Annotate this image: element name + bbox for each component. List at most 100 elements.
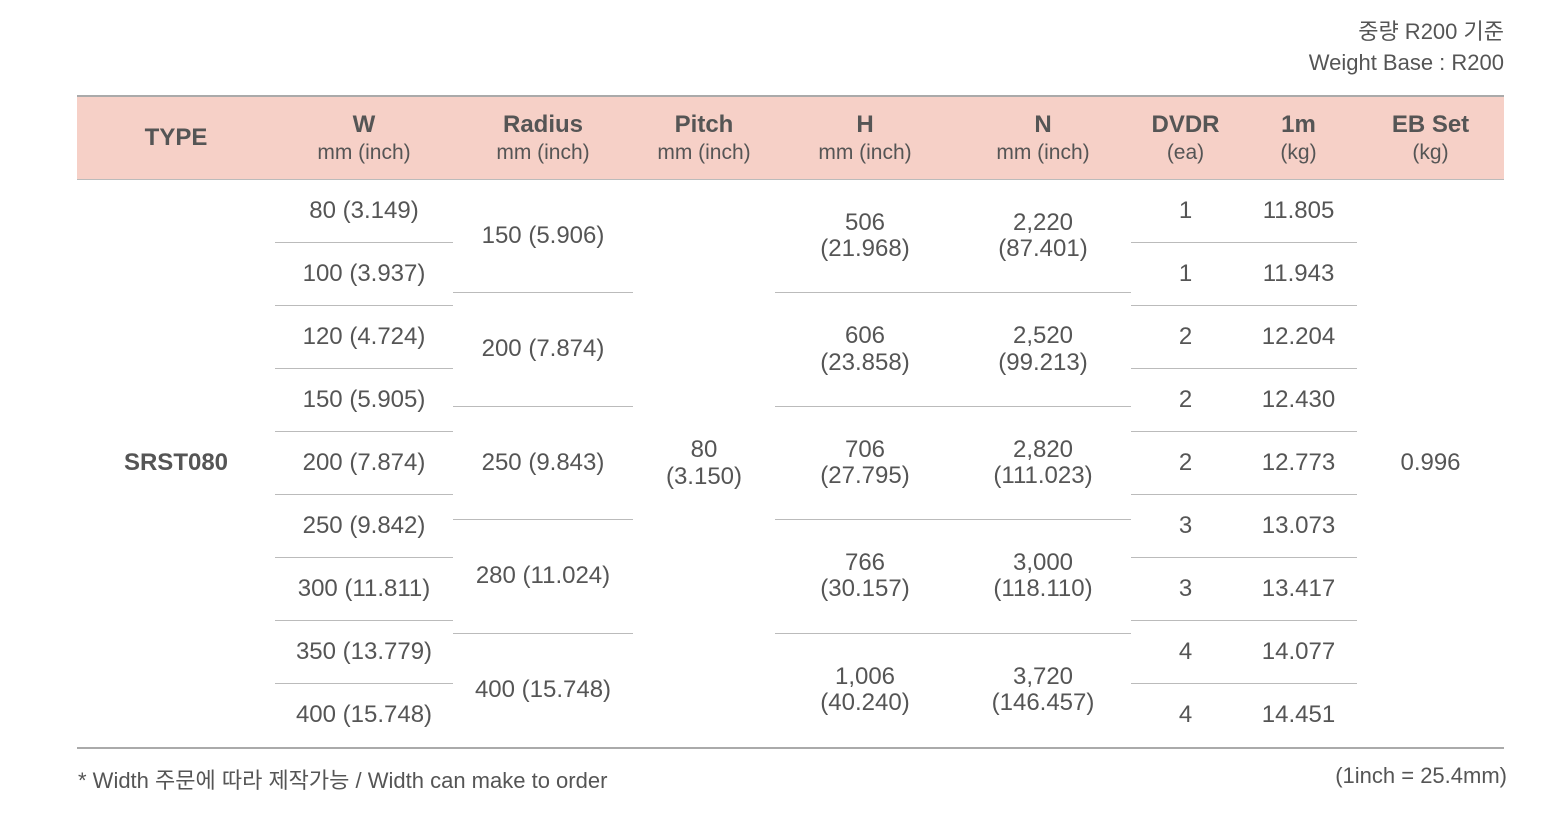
w-cell: 350 (13.779): [275, 621, 453, 684]
n-text: 2,520: [1012, 322, 1074, 350]
w-cell: 250 (9.842): [275, 495, 453, 558]
w-cell: 120 (4.724): [275, 306, 453, 369]
header-name: W: [352, 111, 376, 138]
h-cell: 606 (23.858): [775, 293, 955, 407]
header-name: TYPE: [144, 123, 208, 151]
eb-set-cell: 0.996: [1400, 449, 1461, 477]
header-unit: mm (inch): [657, 140, 751, 164]
w-cell: 300 (11.811): [275, 558, 453, 621]
h-cell: 706 (27.795): [775, 407, 955, 521]
weight-cell: 13.417: [1240, 558, 1357, 621]
weight-cell: 14.077: [1240, 621, 1357, 684]
w-cell: 200 (7.874): [275, 432, 453, 495]
header-unit: (ea): [1166, 140, 1205, 164]
header-cell: TYPE: [77, 97, 275, 179]
header-unit: mm (inch): [317, 140, 411, 164]
weight-cell: 12.204: [1240, 306, 1357, 369]
h-text: 1,006: [834, 662, 896, 690]
type-cell: SRST080: [123, 449, 229, 477]
radius-cell: 250 (9.843): [453, 407, 633, 521]
n-text: 3,000: [1012, 549, 1074, 576]
h-cell: 766 (30.157): [775, 520, 955, 634]
w-cell: 100 (3.937): [275, 243, 453, 306]
header-name: Radius: [502, 111, 583, 138]
dvdr-cell: 4: [1178, 701, 1193, 729]
n-cell: 3,000 (118.110): [955, 520, 1131, 634]
header-unit: (kg): [1280, 140, 1317, 164]
h-text: (30.157): [820, 575, 910, 603]
n-cell: 2,220 (87.401): [955, 180, 1131, 294]
h-text: 706: [844, 435, 886, 463]
footnote: * Width 주문에 따라 제작가능 / Width can make to …: [78, 768, 608, 793]
n-cell: 2,520 (99.213): [955, 293, 1131, 407]
header-name: H: [856, 111, 874, 138]
pitch-text: 80: [690, 436, 718, 464]
header-name: 1m: [1281, 111, 1316, 138]
header-name: Pitch: [674, 111, 734, 138]
dvdr-cell: 1: [1131, 243, 1240, 306]
header-cell: Pitch mm (inch): [633, 97, 775, 179]
pitch-cell: 80 (3.150): [633, 180, 775, 747]
w-cell: 400 (15.748): [295, 701, 433, 729]
w-cell: 150 (5.905): [275, 369, 453, 432]
radius-cell: 150 (5.906): [453, 180, 633, 294]
n-cell: 2,820 (111.023): [955, 407, 1131, 521]
radius-cell: 200 (7.874): [453, 293, 633, 407]
n-text: (146.457): [991, 689, 1095, 717]
w-cell: 80 (3.149): [275, 180, 453, 243]
h-text: (23.858): [820, 348, 910, 376]
note: 중량 R200 기준: [1358, 19, 1504, 44]
header-unit: (kg): [1412, 140, 1449, 164]
n-text: (118.110): [993, 575, 1093, 603]
header-name: EB Set: [1391, 111, 1470, 138]
weight-cell: 11.943: [1240, 243, 1357, 306]
header-cell: DVDR (ea): [1131, 97, 1240, 179]
n-text: 2,220: [1012, 208, 1074, 236]
n-cell: 3,720 (146.457): [955, 634, 1131, 747]
h-text: (40.240): [820, 689, 910, 717]
h-cell: 506 (21.968): [775, 180, 955, 294]
dvdr-cell: 4: [1131, 621, 1240, 684]
header-cell: EB Set (kg): [1357, 97, 1504, 179]
h-text: (27.795): [820, 461, 910, 489]
dvdr-cell: 3: [1131, 495, 1240, 558]
h-text: (21.968): [820, 235, 910, 263]
radius-cell: 400 (15.748): [474, 676, 612, 704]
dvdr-cell: 1: [1131, 180, 1240, 243]
h-text: 606: [844, 322, 886, 350]
h-cell: 1,006 (40.240): [775, 634, 955, 747]
header-cell: Radius mm (inch): [453, 97, 633, 179]
radius-cell: 280 (11.024): [453, 520, 633, 634]
header-cell: 1m (kg): [1240, 97, 1357, 179]
table-body: SRST080 80 (3.150) 0.996 80 (3.149) 1 11.805 10…: [77, 180, 1504, 749]
header-unit: mm (inch): [996, 140, 1090, 164]
n-text: (87.401): [998, 235, 1088, 263]
weight-cell: 13.073: [1240, 495, 1357, 558]
dvdr-cell: 2: [1131, 306, 1240, 369]
n-text: 2,820: [1012, 435, 1074, 463]
unit-note: (1inch = 25.4mm): [1335, 763, 1507, 788]
note: Weight Base : R200: [1308, 50, 1504, 75]
header-name: DVDR: [1151, 111, 1220, 138]
n-text: (111.023): [993, 461, 1093, 489]
header-unit: mm (inch): [818, 140, 912, 164]
n-text: (99.213): [998, 348, 1088, 376]
n-text: 3,720: [1012, 662, 1074, 690]
header-name: N: [1034, 111, 1052, 138]
weight-cell: 12.430: [1240, 369, 1357, 432]
dvdr-cell: 2: [1131, 432, 1240, 495]
weight-cell: 12.773: [1240, 432, 1357, 495]
header-unit: mm (inch): [496, 140, 590, 164]
h-text: 766: [844, 549, 886, 576]
weight-cell: 14.451: [1261, 701, 1336, 729]
dvdr-cell: 3: [1131, 558, 1240, 621]
h-text: 506: [844, 208, 886, 236]
weight-cell: 11.805: [1240, 180, 1357, 243]
dvdr-cell: 2: [1131, 369, 1240, 432]
pitch-text: (3.150): [665, 462, 743, 490]
